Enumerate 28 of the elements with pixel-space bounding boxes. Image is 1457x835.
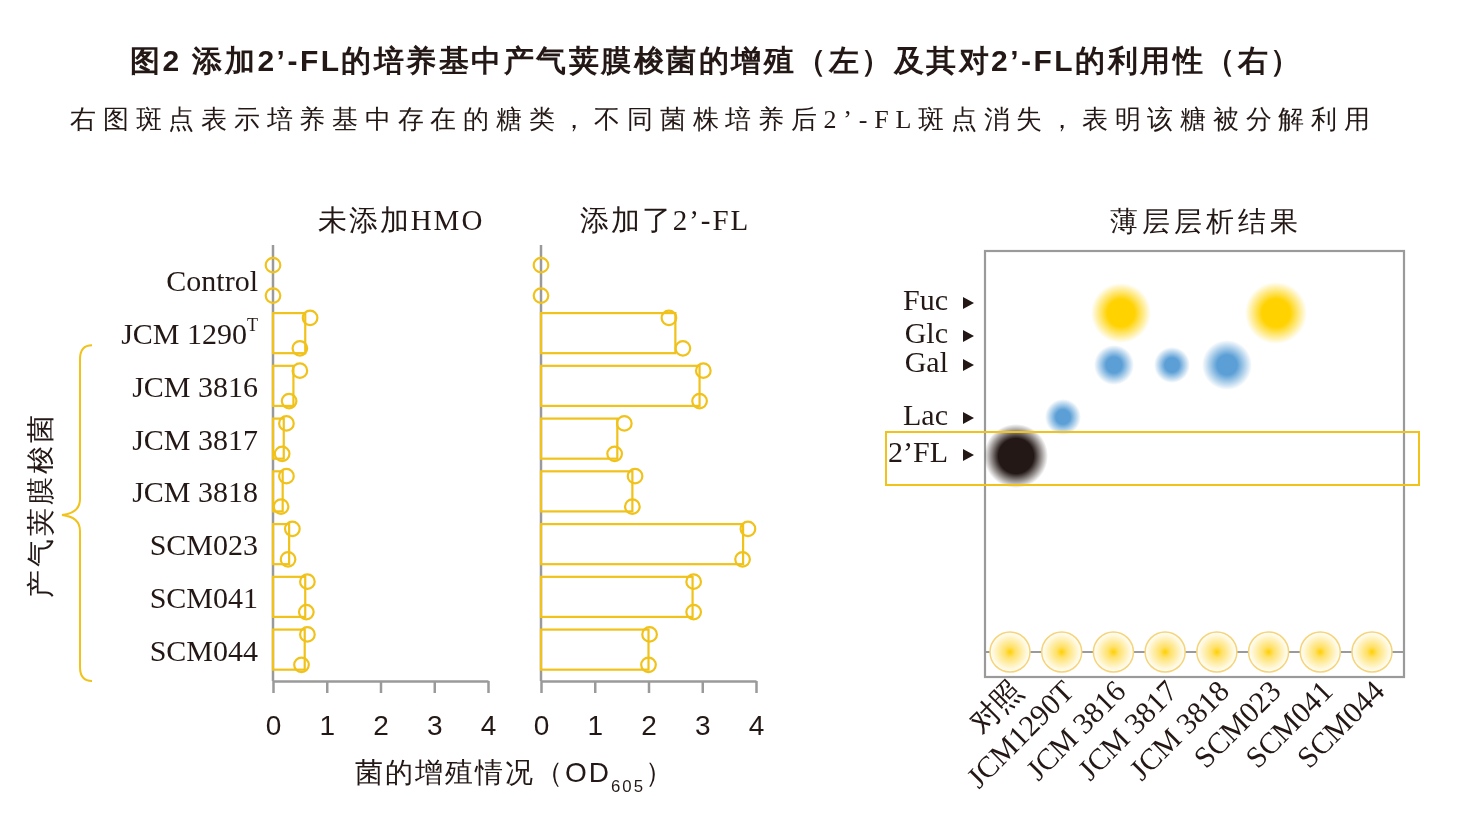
text: 产气荚膜梭菌 xyxy=(25,412,57,598)
y-tick-label: SCM023 xyxy=(149,528,258,562)
x-tick-label: 4 xyxy=(480,709,497,741)
x-tick-label: 3 xyxy=(426,709,443,741)
x-tick-label: 4 xyxy=(748,709,765,741)
y-tick-label: JCM 3818 xyxy=(132,475,258,509)
chart-title: 添加了2’-FL xyxy=(579,204,751,236)
y-tick-label: JCM 3816 xyxy=(132,369,258,403)
y-tick-label: SCM044 xyxy=(149,633,258,667)
x-tick-label: 0 xyxy=(265,709,282,741)
text: 右图斑点表示培养基中存在的糖类，不同菌株培养后2’-FL斑点消失，表明该糖被分解利用 xyxy=(70,105,1370,134)
x-tick-label: 2 xyxy=(373,709,389,741)
text: Fuc xyxy=(903,282,948,316)
y-tick-label: JCM 1290$^{T}$ xyxy=(121,315,258,351)
x-tick-label: 0 xyxy=(533,709,550,741)
x-tick-label: 2 xyxy=(641,709,657,741)
y-tick-label: Control xyxy=(166,264,258,298)
x-tick-label: 1 xyxy=(587,709,604,741)
y-tick-label: JCM 3817 xyxy=(132,422,258,456)
text: 图2 添加2’-FL的培养基中产气荚膜梭菌的增殖（左）及其对2’-FL的利用性（右） xyxy=(130,44,1300,77)
chart-title: 未添加HMO xyxy=(317,204,485,236)
text: 2’FL xyxy=(888,434,948,468)
y-tick-label: SCM041 xyxy=(149,580,258,614)
text: 薄层层析结果 xyxy=(1110,206,1302,237)
text: Lac xyxy=(903,397,948,431)
x-axis-title: 菌的增殖情况（OD$_{605}$） xyxy=(355,757,675,796)
x-tick-label: 1 xyxy=(319,709,336,741)
x-tick-label: 3 xyxy=(694,709,711,741)
